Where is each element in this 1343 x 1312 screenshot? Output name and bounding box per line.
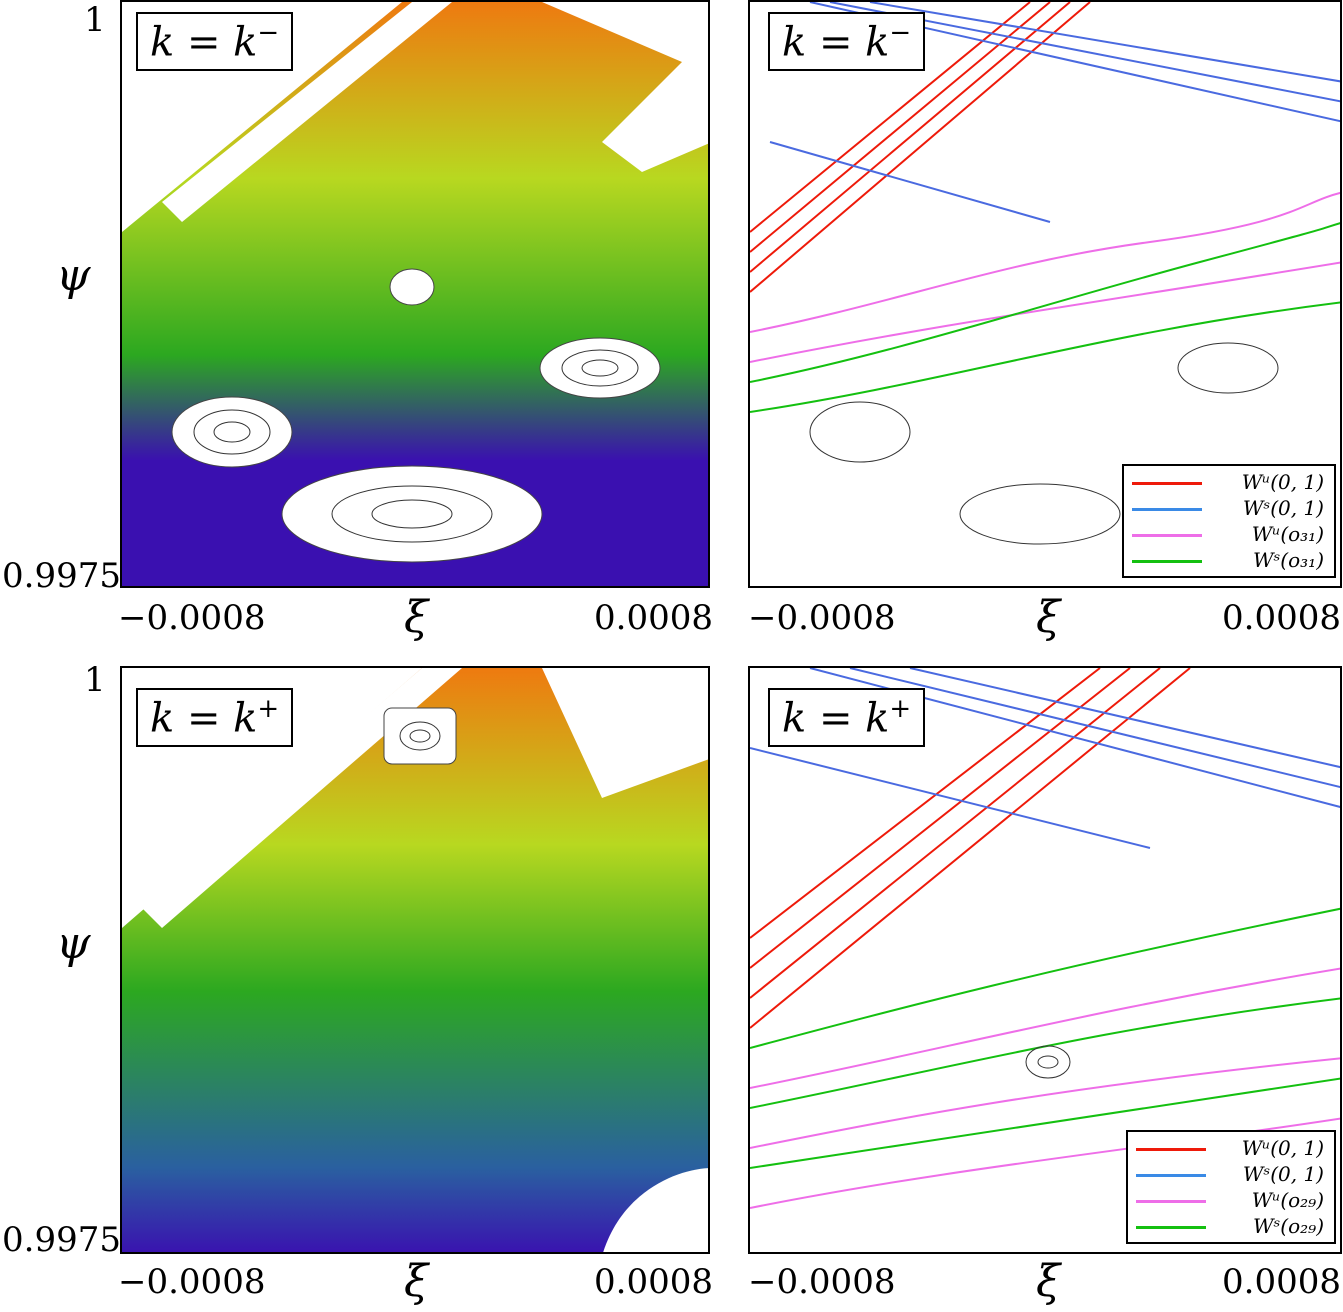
legend-swatch: [1136, 1200, 1206, 1203]
panel-top-left-plot: k = k−: [120, 0, 710, 588]
legend-swatch: [1132, 482, 1202, 485]
white-strip: [142, 668, 462, 928]
white-strip: [162, 2, 452, 222]
island-right: [539, 337, 661, 399]
k-label-box: k = k+: [768, 688, 926, 748]
white-bottom-corner: [603, 1168, 708, 1252]
k-label-box: k = k−: [136, 12, 294, 72]
x-tick-left: −0.0008: [118, 1262, 266, 1302]
y-tick-top: 1: [84, 0, 106, 40]
island-center: [383, 707, 457, 765]
legend-entry: Wᵘ(o₃₁): [1132, 522, 1326, 548]
island-top: [389, 268, 435, 306]
legend-entry: Wˢ(0, 1): [1136, 1162, 1326, 1188]
legend-label: Wˢ(0, 1): [1242, 496, 1324, 520]
x-tick-left: −0.0008: [748, 1262, 896, 1302]
island-left: [171, 396, 293, 468]
island-center: [1025, 1045, 1071, 1079]
stable-manifold-orbit: [750, 907, 1340, 1169]
white-tongue: [542, 668, 708, 798]
y-tick-bottom: 0.9975: [2, 556, 121, 596]
x-tick-left: −0.0008: [748, 598, 896, 638]
x-tick-right: 0.0008: [594, 598, 713, 638]
legend-swatch: [1132, 560, 1202, 563]
island-bottom: [959, 483, 1121, 545]
legend-bottom-right: Wᵘ(0, 1) Wˢ(0, 1) Wᵘ(o₂₉) Wˢ(o₂₉): [1126, 1130, 1336, 1244]
y-tick-bottom: 0.9975: [2, 1220, 121, 1260]
legend-swatch: [1136, 1226, 1206, 1229]
legend-swatch: [1136, 1174, 1206, 1177]
island-right: [1177, 342, 1279, 394]
x-tick-right: 0.0008: [1222, 598, 1341, 638]
x-tick-right: 0.0008: [594, 1262, 713, 1302]
k-label-sup: −: [889, 18, 912, 48]
island-left: [809, 401, 911, 463]
unstable-manifold-origin: [750, 668, 1191, 1029]
y-axis-label: ψ: [56, 250, 91, 301]
x-axis-label: ξ: [1036, 592, 1061, 643]
stable-manifold-origin: [769, 2, 1340, 223]
legend-swatch: [1132, 508, 1202, 511]
manifolds-top-right: [750, 2, 1340, 545]
legend-entry: Wˢ(o₂₉): [1136, 1214, 1326, 1240]
legend-entry: Wᵘ(0, 1): [1132, 470, 1326, 496]
k-label-text: k = k: [782, 19, 890, 66]
y-tick-top: 1: [84, 660, 106, 700]
legend-entry: Wˢ(o₃₁): [1132, 548, 1326, 574]
k-label-text: k = k: [150, 695, 258, 742]
k-label-box: k = k−: [768, 12, 926, 72]
y-axis-label: ψ: [56, 918, 91, 969]
k-label-sup: +: [889, 694, 912, 724]
k-label-text: k = k: [150, 19, 258, 66]
legend-top-right: Wᵘ(0, 1) Wˢ(0, 1) Wᵘ(o₃₁) Wˢ(o₃₁): [1122, 464, 1336, 578]
legend-label: Wˢ(o₂₉): [1253, 1214, 1324, 1238]
legend-entry: Wᵘ(o₂₉): [1136, 1188, 1326, 1214]
stable-manifold-orbit: [750, 222, 1340, 413]
x-tick-right: 0.0008: [1222, 1262, 1341, 1302]
legend-label: Wᵘ(0, 1): [1241, 470, 1324, 494]
x-axis-label: ξ: [404, 592, 429, 643]
panel-bottom-left-plot: k = k+: [120, 666, 710, 1254]
x-axis-label: ξ: [1036, 1256, 1061, 1307]
legend-label: Wˢ(o₃₁): [1253, 548, 1324, 572]
panel-top-right-plot: k = k− Wᵘ(0, 1) Wˢ(0, 1) Wᵘ(o₃₁) Wˢ(o₃₁): [748, 0, 1342, 588]
legend-swatch: [1136, 1148, 1206, 1151]
legend-entry: Wˢ(0, 1): [1132, 496, 1326, 522]
legend-label: Wˢ(0, 1): [1242, 1162, 1324, 1186]
island-center-bottom: [281, 465, 543, 563]
stable-manifold-origin: [750, 668, 1340, 849]
x-axis-label: ξ: [404, 1256, 429, 1307]
legend-label: Wᵘ(0, 1): [1241, 1136, 1324, 1160]
legend-entry: Wᵘ(0, 1): [1136, 1136, 1326, 1162]
x-tick-left: −0.0008: [118, 598, 266, 638]
white-tongue: [542, 2, 708, 172]
manifolds-bottom-right: [750, 668, 1340, 1209]
unstable-manifold-orbit: [750, 191, 1340, 363]
legend-label: Wᵘ(o₂₉): [1251, 1188, 1324, 1212]
panel-bottom-right-plot: k = k+ Wᵘ(0, 1) Wˢ(0, 1) Wᵘ(o₂₉) Wˢ(o₂₉): [748, 666, 1342, 1254]
k-label-sup: −: [257, 18, 280, 48]
phase-portrait-bottom-left: [122, 668, 708, 1252]
k-label-sup: +: [257, 694, 280, 724]
k-label-box: k = k+: [136, 688, 294, 748]
k-label-text: k = k: [782, 695, 890, 742]
legend-swatch: [1132, 534, 1202, 537]
legend-label: Wᵘ(o₃₁): [1251, 522, 1324, 546]
phase-portrait-top-left: [122, 2, 708, 586]
unstable-manifold-origin: [750, 2, 1091, 293]
